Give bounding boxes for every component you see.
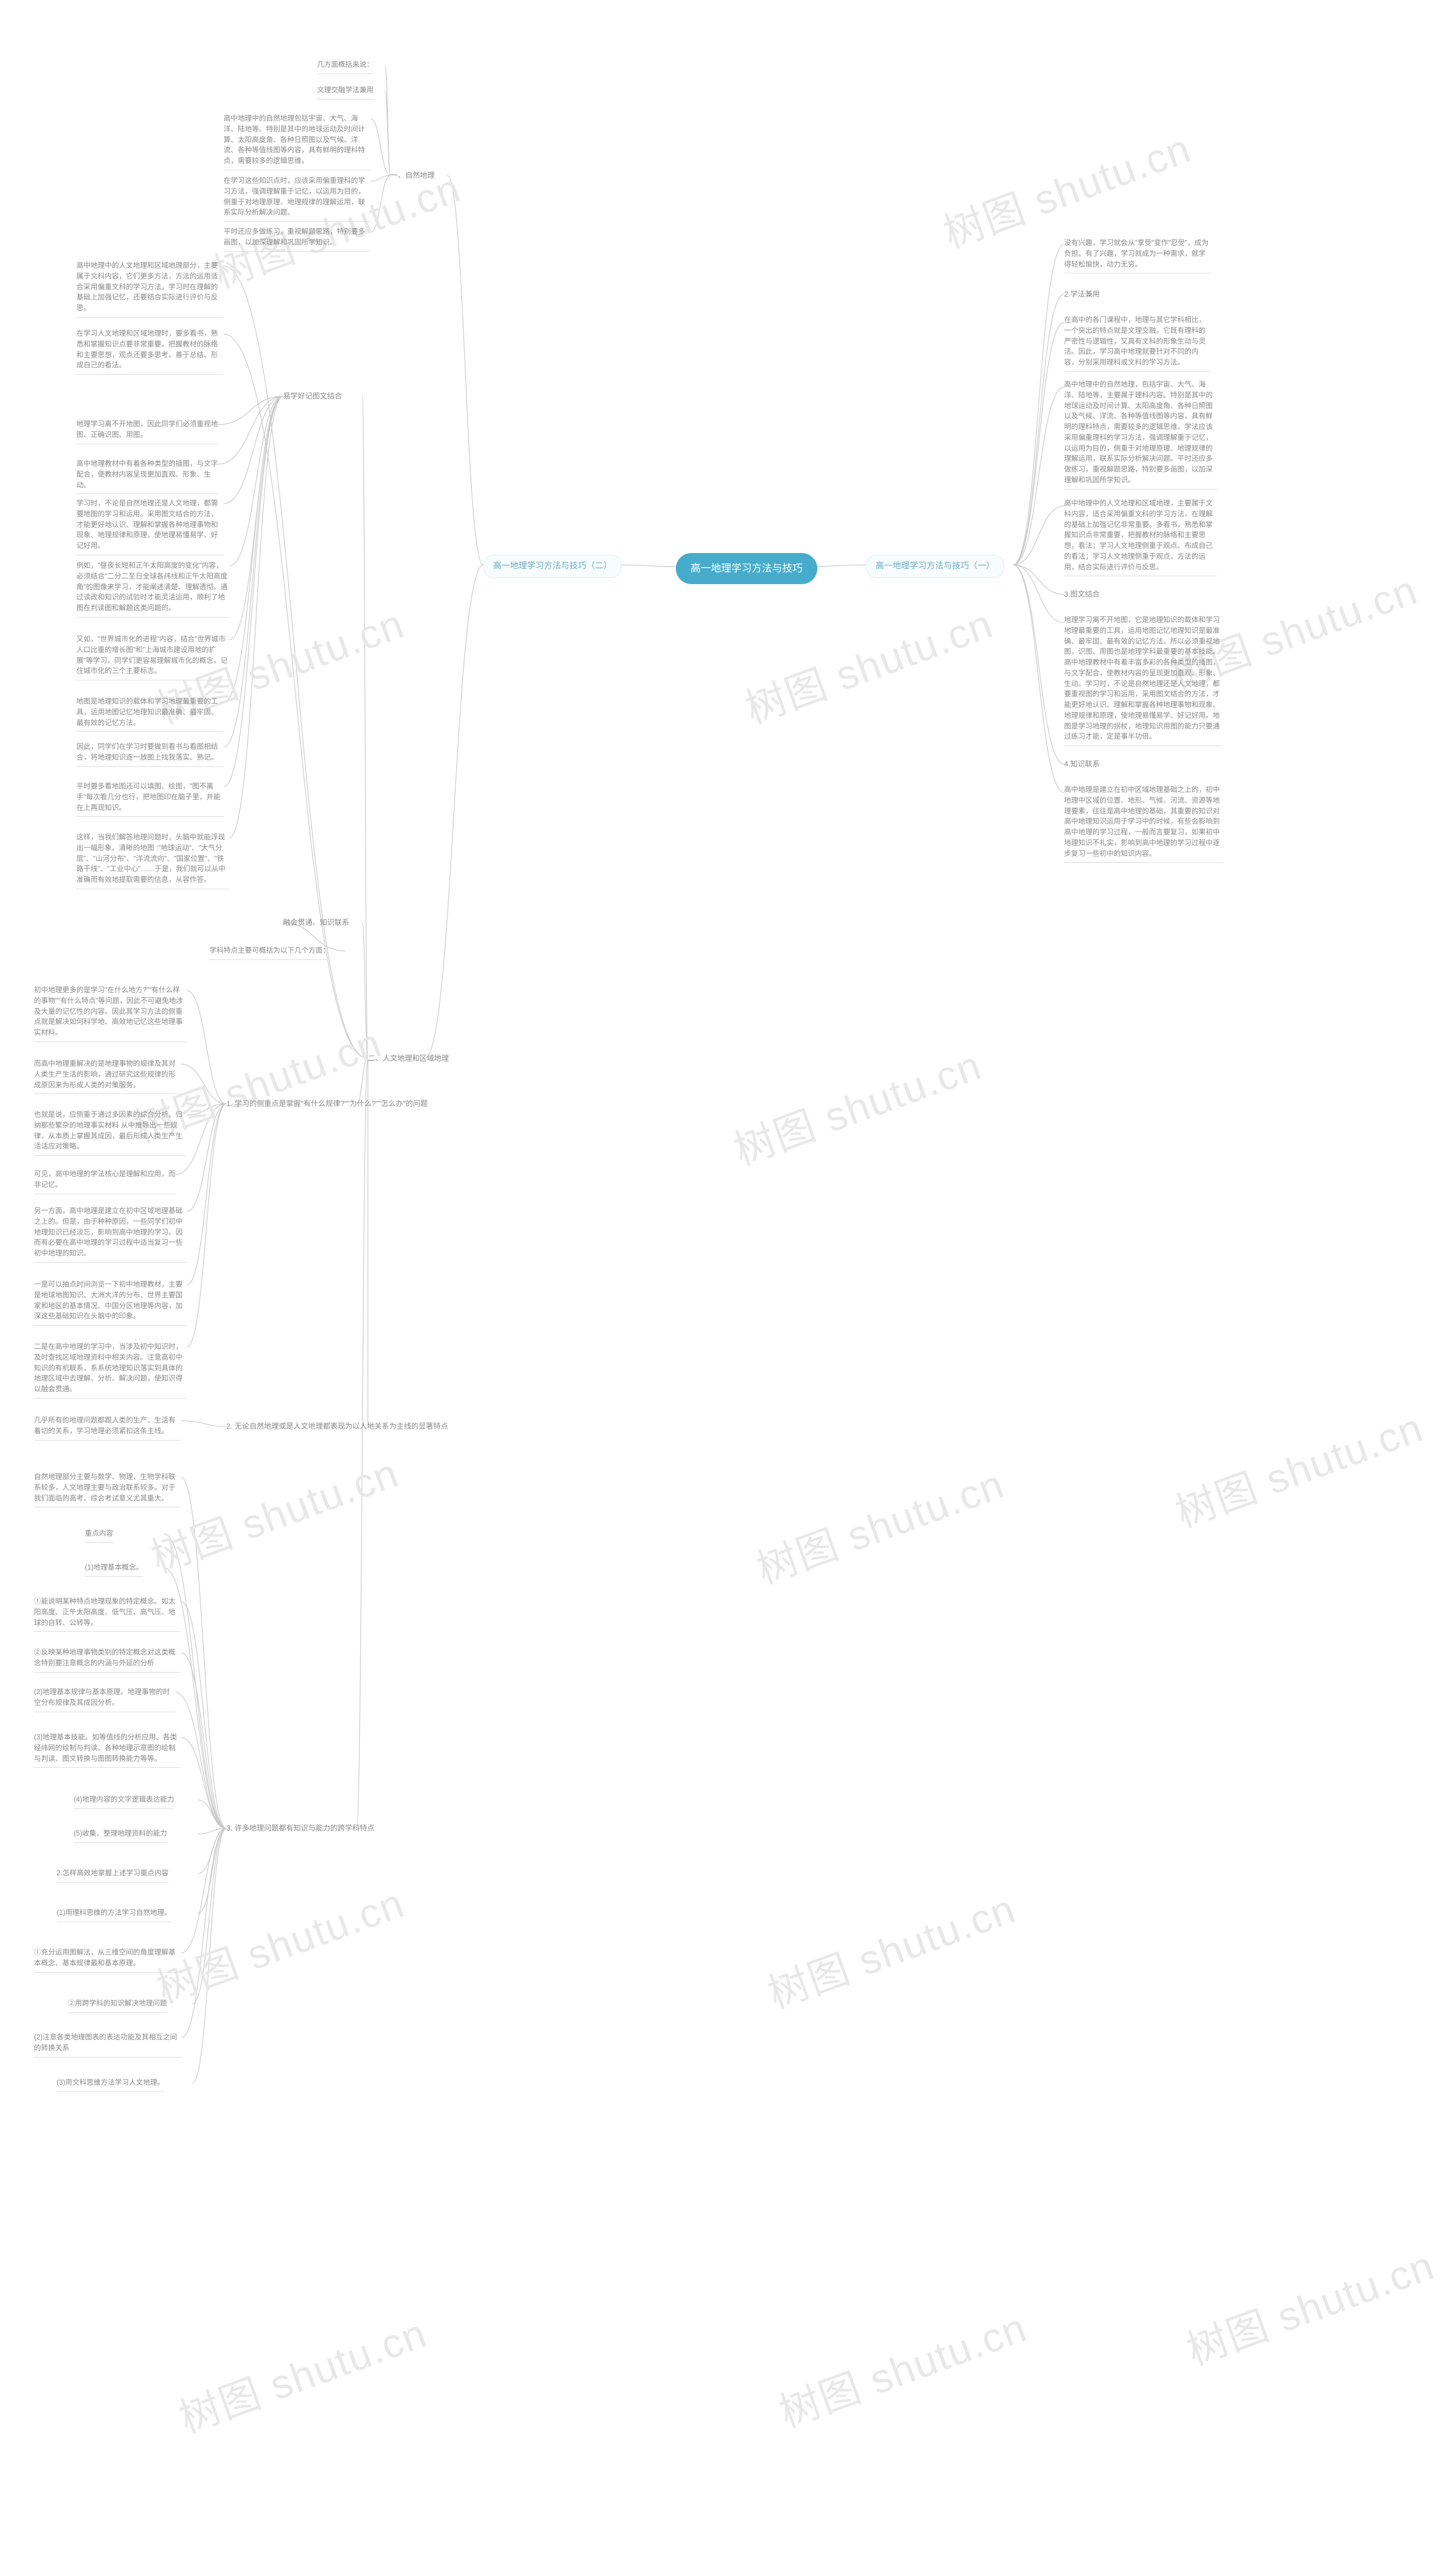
leaf-node: ①充分运用图解法，从三维空间的角度理解基本概念、基本规律最和基本原理。 (34, 1947, 181, 1973)
left-subtopic: 高一地理学习方法与技巧（二） (483, 555, 621, 578)
group-head: 2. 无论自然地理或是人文地理都表现为以人地关系为主线的显著特点 (226, 1421, 368, 1432)
leaf-node: 也就是说，应侧重于通过多因素的综合分析、归纳那些繁杂的地理事实材料 从中推导出一… (34, 1109, 187, 1156)
leaf-node: 在学习这些知识点时，应该采用偏重理科的学习方法，强调理解重于记忆，以运用为目的，… (224, 175, 371, 222)
leaf-node: 高中地理中的人文地理和区域地理部分，主要属于文科内容，它们更多方法，方法的运用适… (76, 260, 224, 318)
leaf-node: 可见，高中地理的学法核心是理解和应用，而非记忆。 (34, 1169, 175, 1194)
leaf-node: 初中地理更多的是学习"在什么地方?""有什么样的事物""有什么特点"等问题，因此… (34, 985, 187, 1042)
leaf-node: 而高中地理重解决的是地理事物的规律及其对人类生产生活的影响，通过研究这些规律的形… (34, 1058, 181, 1094)
section-text: 高中地理是建立在初中区域地理基础之上的，初中地理中区域的位置、地形、气候、河流、… (1064, 785, 1223, 863)
section-text: 没有兴趣，学习就会从"享受"变作"忍受"，成为负担。有了兴趣，学习就成为一种需求… (1064, 238, 1211, 273)
leaf-node: 一是可以抽点时间浏览一下初中地理教材，主要是地球地图知识、大洲大洋的分布、世界主… (34, 1279, 187, 1326)
connector-lines (0, 0, 1449, 2576)
leaf-node: 几乎所有的地理问题都跟人类的生产、生活有着切的关系，学习地理必须紧扣这条主线。 (34, 1415, 181, 1441)
leaf-node: 学科特点主要可概括为以下几个方面： (209, 945, 330, 960)
leaf-node: 在学习人文地理和区域地理时，要多看书，熟悉和掌握知识点要非常重要。把握教材的脉络… (76, 328, 224, 375)
leaf-node: (3)用文科思维方法学习人文地理。 (57, 2077, 164, 2092)
leaf-node: ②用跨学科的知识解决地理问题 (68, 1998, 167, 2013)
leaf-node: ②反映某种地理事物类别的特定概念对这类概念特别要注意概念的内涵与外延的分析 (34, 1647, 181, 1673)
section-text: 高中地理中的自然地理，包括宇宙、大气、海洋、陆地等，主要属于理科内容。特别是其中… (1064, 379, 1217, 490)
leaf-node: 因此，同学们在学习时要做到看书与看图相结合，将地理知识逐一放图上找我落实、熟记。 (76, 741, 224, 767)
leaf-node: 这样，当我们解答地理问题时，头脑中就能浮现出一幅形象、清晰的地图 :"地球运动"… (76, 832, 229, 889)
section-text: 地理学习离不开地图，它是地理知识的载体和学习地理最重要的工具，运用地图记忆地理知… (1064, 615, 1223, 746)
section-head: 3.图文结合 (1064, 589, 1100, 600)
section-head: 4.知识联系 (1064, 758, 1100, 770)
leaf-node: 地理学习离不开地图，因此同学们必须重视地图、正确识图、用图。 (76, 419, 218, 444)
leaf-node: 高中地理教材中有着各种类型的插图，与文字配合，使教材内容呈现更加直观、形象、生动… (76, 458, 218, 494)
group-head: 融会贯通、知识联系 (283, 917, 349, 928)
leaf-node: 高中地理中的自然地理包括宇宙、大气、海洋、陆地等。特别是其中的地球运动及时间计算… (224, 113, 371, 170)
leaf-node: 另一方面，高中地理是建立在初中区域地理基础之上的。但是，由于种种原因，一些同学们… (34, 1206, 187, 1263)
leaf-node: (2)注意各类地理图表的表达功能及其相互之间的转换关系 (34, 2032, 181, 2058)
leaf-node: (4)地理内容的文字逻辑表达能力 (74, 1794, 174, 1809)
leaf-node: 又如，"世界城市化的进程"内容，结合"世界城市人口比重的增长图"和"上海城市建设… (76, 634, 229, 680)
leaf-node: 地图是地理知识的载体和学习地理最重要的工具，运用地图记忆地理知识最准确、最牢固、… (76, 696, 224, 732)
leaf-node: 自然地理部分主要与数学、物理、生物学科联系较多，人文地理主要与政治联系较多。对于… (34, 1472, 181, 1507)
leaf-node: (5)收集、整理地理资料的能力 (74, 1828, 167, 1843)
mindmap-canvas: 高一地理学习方法与技巧 高一地理学习方法与技巧（一） 高一地理学习方法与技巧（二… (0, 0, 1449, 2576)
leaf-node: 平时要多看地图还可以填图、绘图，"图不离手"每次看几分也行，把地图印在脑子里，并… (76, 781, 224, 817)
group-head: 1. 学习的侧重点是掌握"有什么规律?""为什么?""怎么办"的问题 (226, 1098, 357, 1109)
leaf-node: 文理交融学法兼用 (317, 85, 374, 100)
leaf-node: 2.怎样高效地掌握上述学习重点内容 (57, 1868, 169, 1883)
leaf-node: 例如，"昼夜长短和正午太阳高度的变化"内容，必须结合"二分二至日全球各纬线和正午… (76, 560, 229, 618)
section-head: 2.学法兼用 (1064, 289, 1100, 300)
right-subtopic: 高一地理学习方法与技巧（一） (866, 555, 1004, 578)
leaf-node: 平时还应多做练习，重视解题思路，特别要多画图，以加深理解和巩固所学知识。 (224, 226, 371, 252)
leaf-node: 重点内容 (85, 1528, 113, 1543)
branch-label: 一、自然地理 (391, 170, 435, 181)
group-head: 3. 许多地理问题都有知识与能力的跨学科特点 (226, 1823, 357, 1834)
leaf-node: 二是在高中地理的学习中，当涉及初中知识时，及时查找区域地理资料中相关内容。注意高… (34, 1341, 187, 1399)
leaf-node: (2)地理基本规律与基本原理。地理事物的时空分布规律及其成因分析。 (34, 1687, 175, 1712)
section-text: 在高中的各门课程中，地理与其它学科相比，一个突出的特点就是文理交融。它既有理科的… (1064, 315, 1211, 372)
leaf-node: (3)地理基本技能。如等值线的分析应用、各类经纬网的绘制与判读、各种地理示意图的… (34, 1732, 181, 1768)
section-text: 高中地理中的人文地理和区域地理，主要属于文科内容，适合采用偏重文科的学习方法，在… (1064, 498, 1217, 576)
leaf-node: (1)地理基本概念。 (85, 1562, 143, 1577)
leaf-node: 几方面概括来说： (317, 59, 374, 74)
leaf-node: ①能说明某种特点地理现象的特定概念。如太阳高度、正午太阳高度、低气压、高气压、地… (34, 1596, 181, 1632)
leaf-node: (1)用理科思维的方法学习自然地理。 (57, 1908, 172, 1922)
branch-label: 二、人文地理和区域地理 (368, 1053, 449, 1064)
leaf-node: 学习时，不论是自然地理还是人文地理，都需要地图的学习和运用。采用图文结合的方法，… (76, 498, 224, 555)
root-node: 高一地理学习方法与技巧 (676, 553, 817, 584)
group-head: 易学好记图文结合 (283, 391, 342, 402)
